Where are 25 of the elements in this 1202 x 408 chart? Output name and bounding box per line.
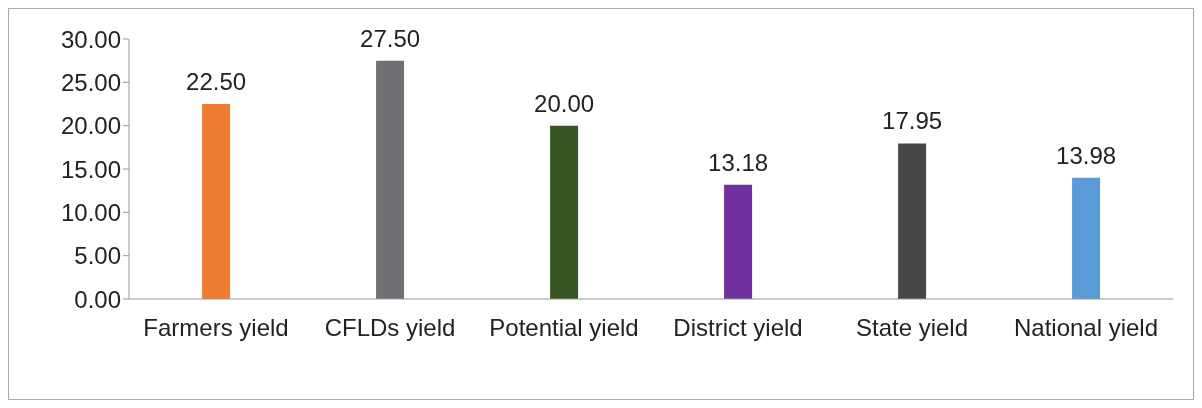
bar [724, 184, 753, 299]
data-label: 20.00 [534, 89, 595, 117]
x-tick-label: District yield [673, 314, 803, 342]
y-tick-label: 15.00 [60, 155, 121, 183]
y-tick-label: 30.00 [60, 25, 121, 53]
bar [202, 104, 231, 299]
y-tick-label: 0.00 [74, 285, 121, 313]
x-tick-label: State yield [855, 314, 969, 342]
x-tick-label: Potential yield [489, 314, 639, 342]
data-label: 13.98 [1056, 141, 1117, 169]
data-label: 22.50 [186, 68, 247, 95]
data-label: 27.50 [360, 24, 421, 52]
x-tick-label: National yield [1013, 314, 1159, 342]
x-tick-label: CFLDs yield [324, 314, 456, 342]
y-tick-label: 25.00 [60, 68, 121, 96]
data-label: 13.18 [708, 148, 769, 176]
bar [376, 60, 405, 299]
x-tick-label: Farmers yield [143, 314, 289, 342]
y-tick-label: 20.00 [60, 112, 121, 140]
bar [1072, 177, 1101, 299]
y-tick-label: 10.00 [60, 198, 121, 226]
bar [550, 125, 579, 299]
bar [898, 143, 927, 299]
data-label: 17.95 [882, 107, 943, 135]
y-tick-label: 5.00 [74, 242, 121, 270]
